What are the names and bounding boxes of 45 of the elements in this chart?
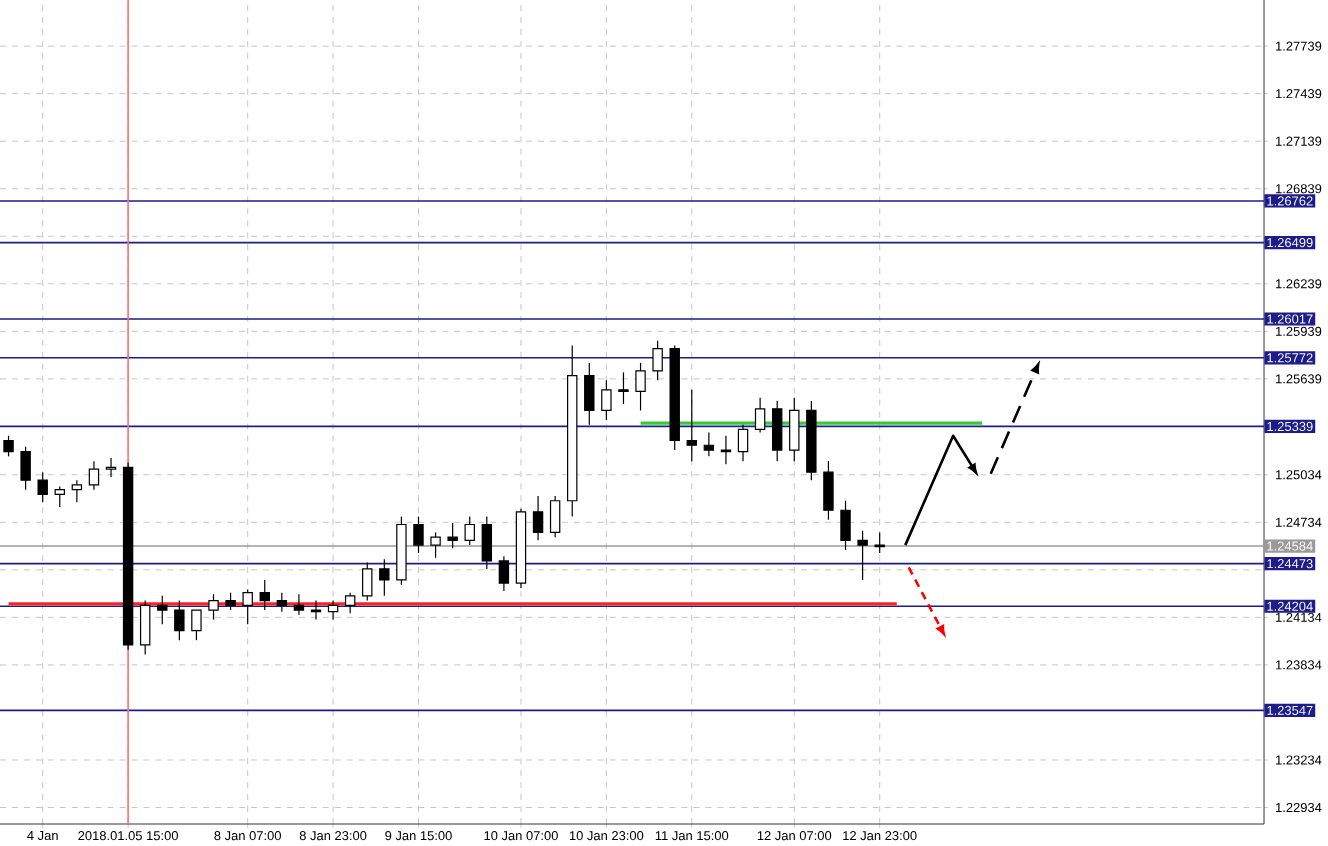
candlestick: [71, 479, 83, 503]
candlestick: [498, 555, 510, 592]
candlestick: [481, 515, 493, 570]
candlestick: [344, 592, 356, 614]
candlestick: [720, 435, 732, 465]
candlestick: [276, 592, 288, 613]
candlestick: [157, 595, 168, 625]
candlestick: [139, 599, 151, 656]
candlestick: [686, 389, 698, 462]
candlestick: [88, 460, 100, 491]
candlestick: [413, 515, 424, 554]
candlestick: [293, 593, 305, 616]
candlestick: [208, 593, 219, 621]
candlestick: [737, 424, 749, 462]
candlestick: [635, 362, 646, 412]
candlestick: [840, 500, 851, 551]
candlestick: [191, 609, 202, 641]
candlestick: [20, 446, 31, 491]
candlestick: [652, 340, 663, 381]
candlestick: [703, 432, 715, 457]
candlestick: [105, 457, 117, 478]
candlestick: [532, 495, 544, 541]
candlestick: [874, 531, 885, 554]
candlestick: [310, 599, 322, 621]
candlestick: [54, 485, 65, 508]
candlestick: [174, 599, 185, 641]
candlestick: [379, 558, 390, 597]
candlestick: [327, 599, 339, 621]
candlestick: [362, 561, 373, 602]
candlestick: [754, 397, 766, 434]
candlestick: [37, 471, 48, 503]
candlestick: [242, 588, 253, 625]
candlestick: [430, 531, 441, 559]
candlestick: [857, 530, 868, 581]
candlestick: [601, 379, 612, 421]
candlestick: [464, 515, 475, 546]
candlestick: [823, 460, 834, 521]
candlestick: [771, 400, 783, 462]
candlestick: [549, 495, 561, 538]
candlestick: [3, 435, 14, 457]
candlestick: [618, 371, 629, 405]
candlestick: [447, 522, 458, 549]
candlestick: [584, 362, 595, 426]
candlestick: [789, 397, 800, 462]
candlestick: [259, 579, 270, 611]
